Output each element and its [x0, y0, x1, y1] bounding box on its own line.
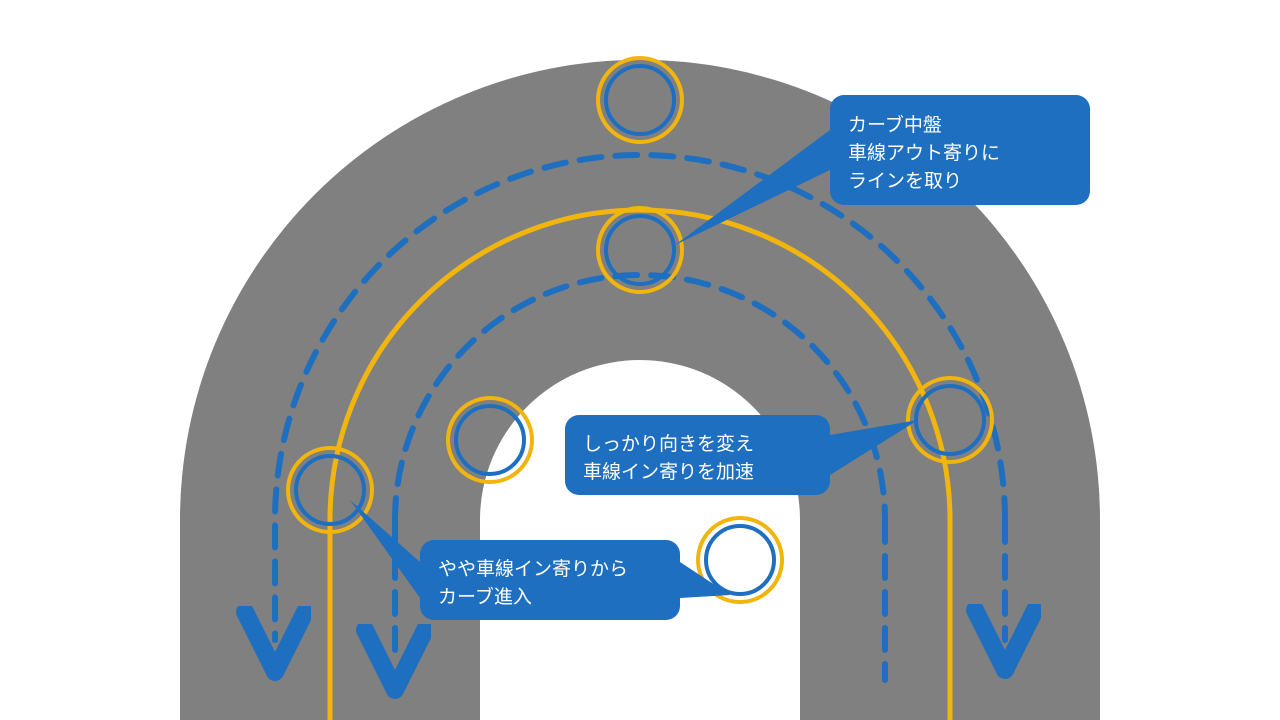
callout-text: やや車線イン寄りから — [438, 558, 628, 580]
callout-text: カーブ中盤 — [848, 113, 942, 136]
callout-text: カーブ進入 — [438, 585, 532, 608]
callout-text: しっかり向きを変え — [583, 433, 754, 455]
curve-diagram: カーブ中盤車線アウト寄りにラインを取りしっかり向きを変え車線イン寄りを加速やや車… — [0, 0, 1280, 720]
callout-text: 車線イン寄りを加速 — [583, 461, 754, 483]
callout-text: 車線アウト寄りに — [848, 142, 1000, 164]
callout-text: ラインを取り — [848, 171, 962, 192]
